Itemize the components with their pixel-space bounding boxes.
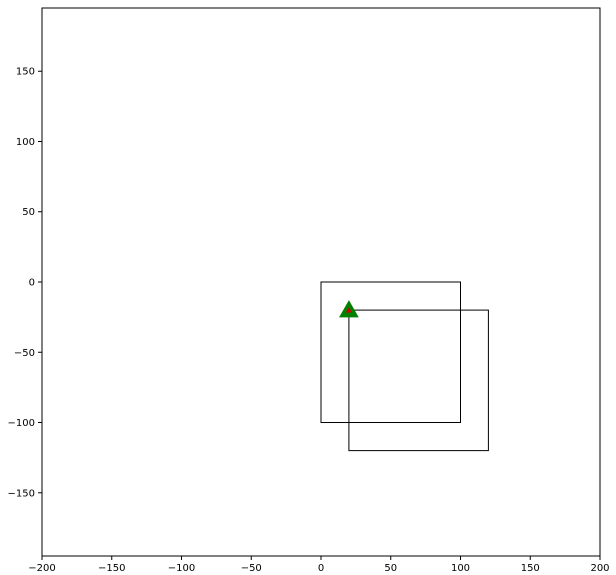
y-tick-label: 50 — [22, 207, 35, 218]
y-tick-label: −100 — [8, 418, 35, 429]
shapes-layer — [320, 281, 489, 452]
y-tick-label: 0 — [29, 278, 35, 289]
x-axis: −200 −150 −100 −50 0 50 100 150 200 — [28, 556, 610, 574]
x-tick-label: −100 — [168, 563, 195, 574]
y-tick-label: −150 — [8, 488, 35, 499]
y-tick-label: −50 — [14, 348, 35, 359]
y-tick-label: 150 — [16, 67, 35, 78]
point-marker-center-1 — [345, 307, 352, 313]
x-tick-label: −50 — [241, 563, 262, 574]
x-tick-label: −200 — [28, 563, 55, 574]
x-tick-label: 100 — [451, 563, 470, 574]
x-tick-label: 0 — [318, 563, 324, 574]
x-tick-label: 150 — [521, 563, 540, 574]
x-tick-label: 50 — [384, 563, 397, 574]
y-tick-label: 100 — [16, 137, 35, 148]
rectangle-1 — [320, 281, 461, 424]
points-layer — [339, 300, 359, 318]
x-tick-label: −150 — [98, 563, 125, 574]
rectangle-2 — [348, 309, 489, 452]
x-tick-label: 200 — [590, 563, 609, 574]
y-axis: −150 −100 −50 0 50 100 150 — [8, 67, 42, 499]
